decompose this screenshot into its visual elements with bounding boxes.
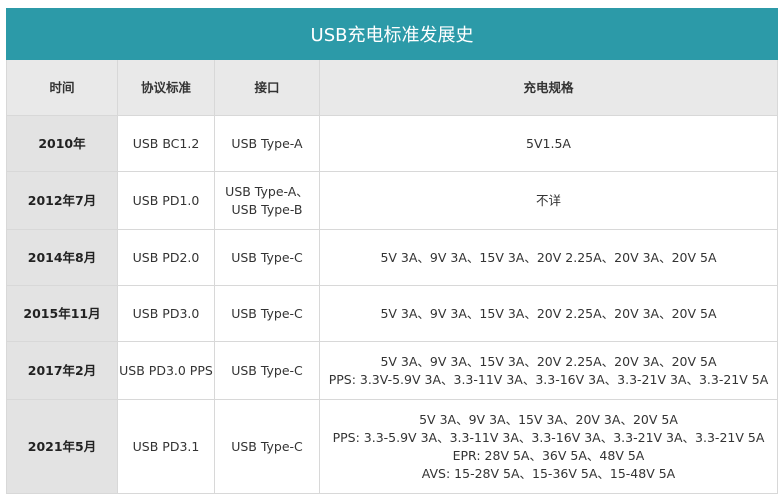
cell-text: 协议标准 <box>140 79 191 95</box>
table-cell: 充电规格 <box>320 60 778 116</box>
cell-text: USB Type-A <box>231 135 303 151</box>
table-cell: 2021年5月 <box>6 400 118 494</box>
cell-text: AVS: 15-28V 5A、15-36V 5A、15-48V 5A <box>421 465 676 481</box>
cell-text: USB Type-C <box>231 305 303 321</box>
cell-text: 5V1.5A <box>526 135 571 151</box>
table-cell: USB Type-C <box>215 400 320 494</box>
table-cell: 2015年11月 <box>6 286 118 342</box>
table-cell: USB Type-C <box>215 286 320 342</box>
table-cell: USB Type-C <box>215 342 320 400</box>
table-cell: 不详 <box>320 172 778 230</box>
cell-text: 5V 3A、9V 3A、15V 3A、20V 2.25A、20V 3A、20V … <box>380 305 717 321</box>
cell-text: 2015年11月 <box>23 305 101 321</box>
cell-text: USB PD2.0 <box>132 249 200 265</box>
cell-text: 5V 3A、9V 3A、15V 3A、20V 2.25A、20V 3A、20V … <box>380 353 717 369</box>
table-cell: USB PD1.0 <box>118 172 215 230</box>
title-bar: USB充电标准发展史 <box>6 8 778 60</box>
table-cell: 2010年 <box>6 116 118 172</box>
cell-text: USB PD3.0 <box>132 305 200 321</box>
cell-text: PPS: 3.3V-5.9V 3A、3.3-11V 3A、3.3-16V 3A、… <box>328 371 769 387</box>
table-cell: 接口 <box>215 60 320 116</box>
table-cell: 5V 3A、9V 3A、15V 3A、20V 3A、20V 5A PPS: 3.3… <box>320 400 778 494</box>
cell-text: USB Type-B <box>231 201 303 217</box>
table-cell: USB Type-C <box>215 230 320 286</box>
table-cell: 5V 3A、9V 3A、15V 3A、20V 2.25A、20V 3A、20V … <box>320 342 778 400</box>
table-cell: 2017年2月 <box>6 342 118 400</box>
cell-text: 时间 <box>49 79 75 95</box>
cell-text: 2014年8月 <box>27 249 97 265</box>
table-row: 2014年8月 USB PD2.0 USB Type-C 5V 3A、9V 3A、15… <box>6 230 778 286</box>
cell-text: 5V 3A、9V 3A、15V 3A、20V 2.25A、20V 3A、20V … <box>380 249 717 265</box>
table-row: 2021年5月 USB PD3.1 USB Type-C 5V 3A、9V 3A、15… <box>6 400 778 494</box>
header-row: 时间 协议标准 接口 充电规格 <box>6 60 778 116</box>
cell-text: 2012年7月 <box>27 192 97 208</box>
cell-text: USB PD1.0 <box>132 192 200 208</box>
cell-text: PPS: 3.3-5.9V 3A、3.3-11V 3A、3.3-16V 3A、3… <box>332 429 765 445</box>
table-cell: USB PD3.0 <box>118 286 215 342</box>
table-cell: 协议标准 <box>118 60 215 116</box>
table-row: 2012年7月 USB PD1.0 USB Type-A、 USB Type-B 不详 <box>6 172 778 230</box>
cell-text: 2017年2月 <box>27 362 97 378</box>
cell-text: USB PD3.1 <box>132 438 200 454</box>
table-row: 2015年11月 USB PD3.0 USB Type-C 5V 3A、9V 3A、1… <box>6 286 778 342</box>
table-cell: 5V1.5A <box>320 116 778 172</box>
cell-text: 5V 3A、9V 3A、15V 3A、20V 3A、20V 5A <box>419 411 678 427</box>
table-cell: 时间 <box>6 60 118 116</box>
table-cell: USB Type-A <box>215 116 320 172</box>
table-row: 2010年 USB BC1.2 USB Type-A 5V1.5A <box>6 116 778 172</box>
table-cell: USB Type-A、 USB Type-B <box>215 172 320 230</box>
table-cell: USB PD3.0 PPS <box>118 342 215 400</box>
cell-text: 充电规格 <box>523 79 574 95</box>
cell-text: 接口 <box>254 79 280 95</box>
table-cell: 5V 3A、9V 3A、15V 3A、20V 2.25A、20V 3A、20V … <box>320 230 778 286</box>
table-cell: USB BC1.2 <box>118 116 215 172</box>
table-cell: USB PD3.1 <box>118 400 215 494</box>
cell-text: USB Type-C <box>231 249 303 265</box>
cell-text: 2010年 <box>38 135 86 151</box>
cell-text: USB BC1.2 <box>132 135 200 151</box>
table: 时间 协议标准 接口 充电规格 2010年 USB BC1.2 USB Type-A 5V1.… <box>6 60 778 494</box>
cell-text: USB Type-C <box>231 362 303 378</box>
table-cell: 2014年8月 <box>6 230 118 286</box>
table-row: 2017年2月 USB PD3.0 PPS USB Type-C 5V 3A、9V 3… <box>6 342 778 400</box>
cell-text: 2021年5月 <box>27 438 97 454</box>
table-cell: USB PD2.0 <box>118 230 215 286</box>
table-cell: 5V 3A、9V 3A、15V 3A、20V 2.25A、20V 3A、20V … <box>320 286 778 342</box>
table-cell: 2012年7月 <box>6 172 118 230</box>
cell-text: EPR: 28V 5A、36V 5A、48V 5A <box>452 447 645 463</box>
cell-text: USB PD3.0 PPS <box>119 362 213 378</box>
title: USB充电标准发展史 <box>310 25 474 46</box>
cell-text: 不详 <box>535 192 561 208</box>
cell-text: USB Type-C <box>231 438 303 454</box>
cell-text: USB Type-A、 <box>225 183 309 199</box>
